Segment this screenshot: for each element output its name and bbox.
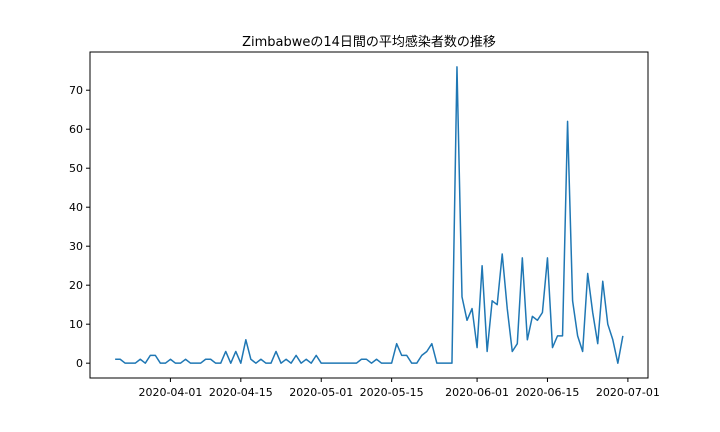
x-tick-label: 2020-04-15 — [209, 386, 273, 399]
x-tick-label: 2020-05-15 — [360, 386, 424, 399]
y-tick-label: 0 — [76, 357, 83, 370]
y-axis: 0 10 20 30 40 50 60 70 — [69, 84, 90, 370]
y-tick-label: 60 — [69, 123, 83, 136]
series-layer — [115, 66, 624, 364]
y-tick-label: 20 — [69, 279, 83, 292]
y-tick-label: 30 — [69, 240, 83, 253]
y-tick-label: 10 — [69, 318, 83, 331]
x-tick-label: 2020-05-01 — [289, 386, 353, 399]
x-tick-label: 2020-07-01 — [596, 386, 660, 399]
y-tick-label: 40 — [69, 201, 83, 214]
x-axis: 2020-04-01 2020-04-15 2020-05-01 2020-05-15… — [138, 378, 660, 399]
plot-area — [89, 51, 649, 379]
chart-title: Zimbabweの14日間の平均感染者数の推移 — [242, 34, 496, 50]
x-tick-label: 2020-06-01 — [445, 386, 509, 399]
y-tick-label: 50 — [69, 162, 83, 175]
x-tick-label: 2020-04-01 — [138, 386, 202, 399]
x-tick-label: 2020-06-15 — [515, 386, 579, 399]
series-line — [115, 66, 624, 364]
y-tick-label: 70 — [69, 84, 83, 97]
